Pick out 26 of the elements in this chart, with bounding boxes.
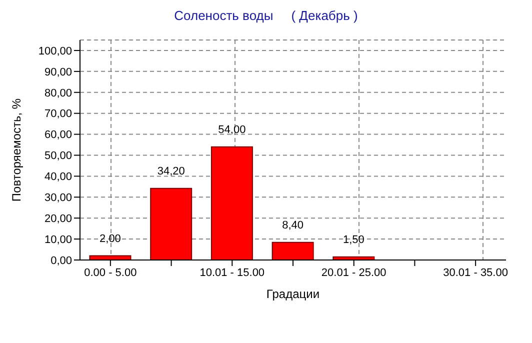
x-axis-title: Градации [266,287,320,301]
bar [210,146,253,260]
y-tick-label: 90,00 [44,66,72,78]
y-tick-label: 50,00 [44,150,72,162]
y-tick-label: 80,00 [44,87,72,100]
data-label: 2,00 [100,232,121,245]
y-tick-label: 10,00 [44,234,72,246]
data-label: 8,40 [282,219,304,232]
y-tick-label: 100,00 [38,45,72,58]
y-tick-label: 20,00 [44,213,72,225]
bar [150,188,192,260]
y-tick-label: 70,00 [44,108,72,120]
y-tick-label: 30,00 [44,192,72,204]
y-tick-label: 40,00 [44,171,72,184]
bar [272,242,314,260]
x-tick-label: 30.01 - 35.00 [443,266,508,279]
chart-title: Соленость воды ( Декабрь ) [173,8,359,23]
x-tick-label: 20.01 - 25.00 [321,266,386,279]
x-tick-label: 10.01 - 15.00 [200,266,265,279]
x-tick-label: 0.00 - 5.00 [84,266,137,279]
y-tick-label: 0,00 [50,254,72,267]
y-axis-title: Повторяемость, % [9,98,24,202]
y-tick-label: 60,00 [44,129,72,142]
data-label: 1,50 [342,234,364,246]
data-label: 34,20 [157,165,185,178]
data-label: 54,00 [218,124,246,136]
